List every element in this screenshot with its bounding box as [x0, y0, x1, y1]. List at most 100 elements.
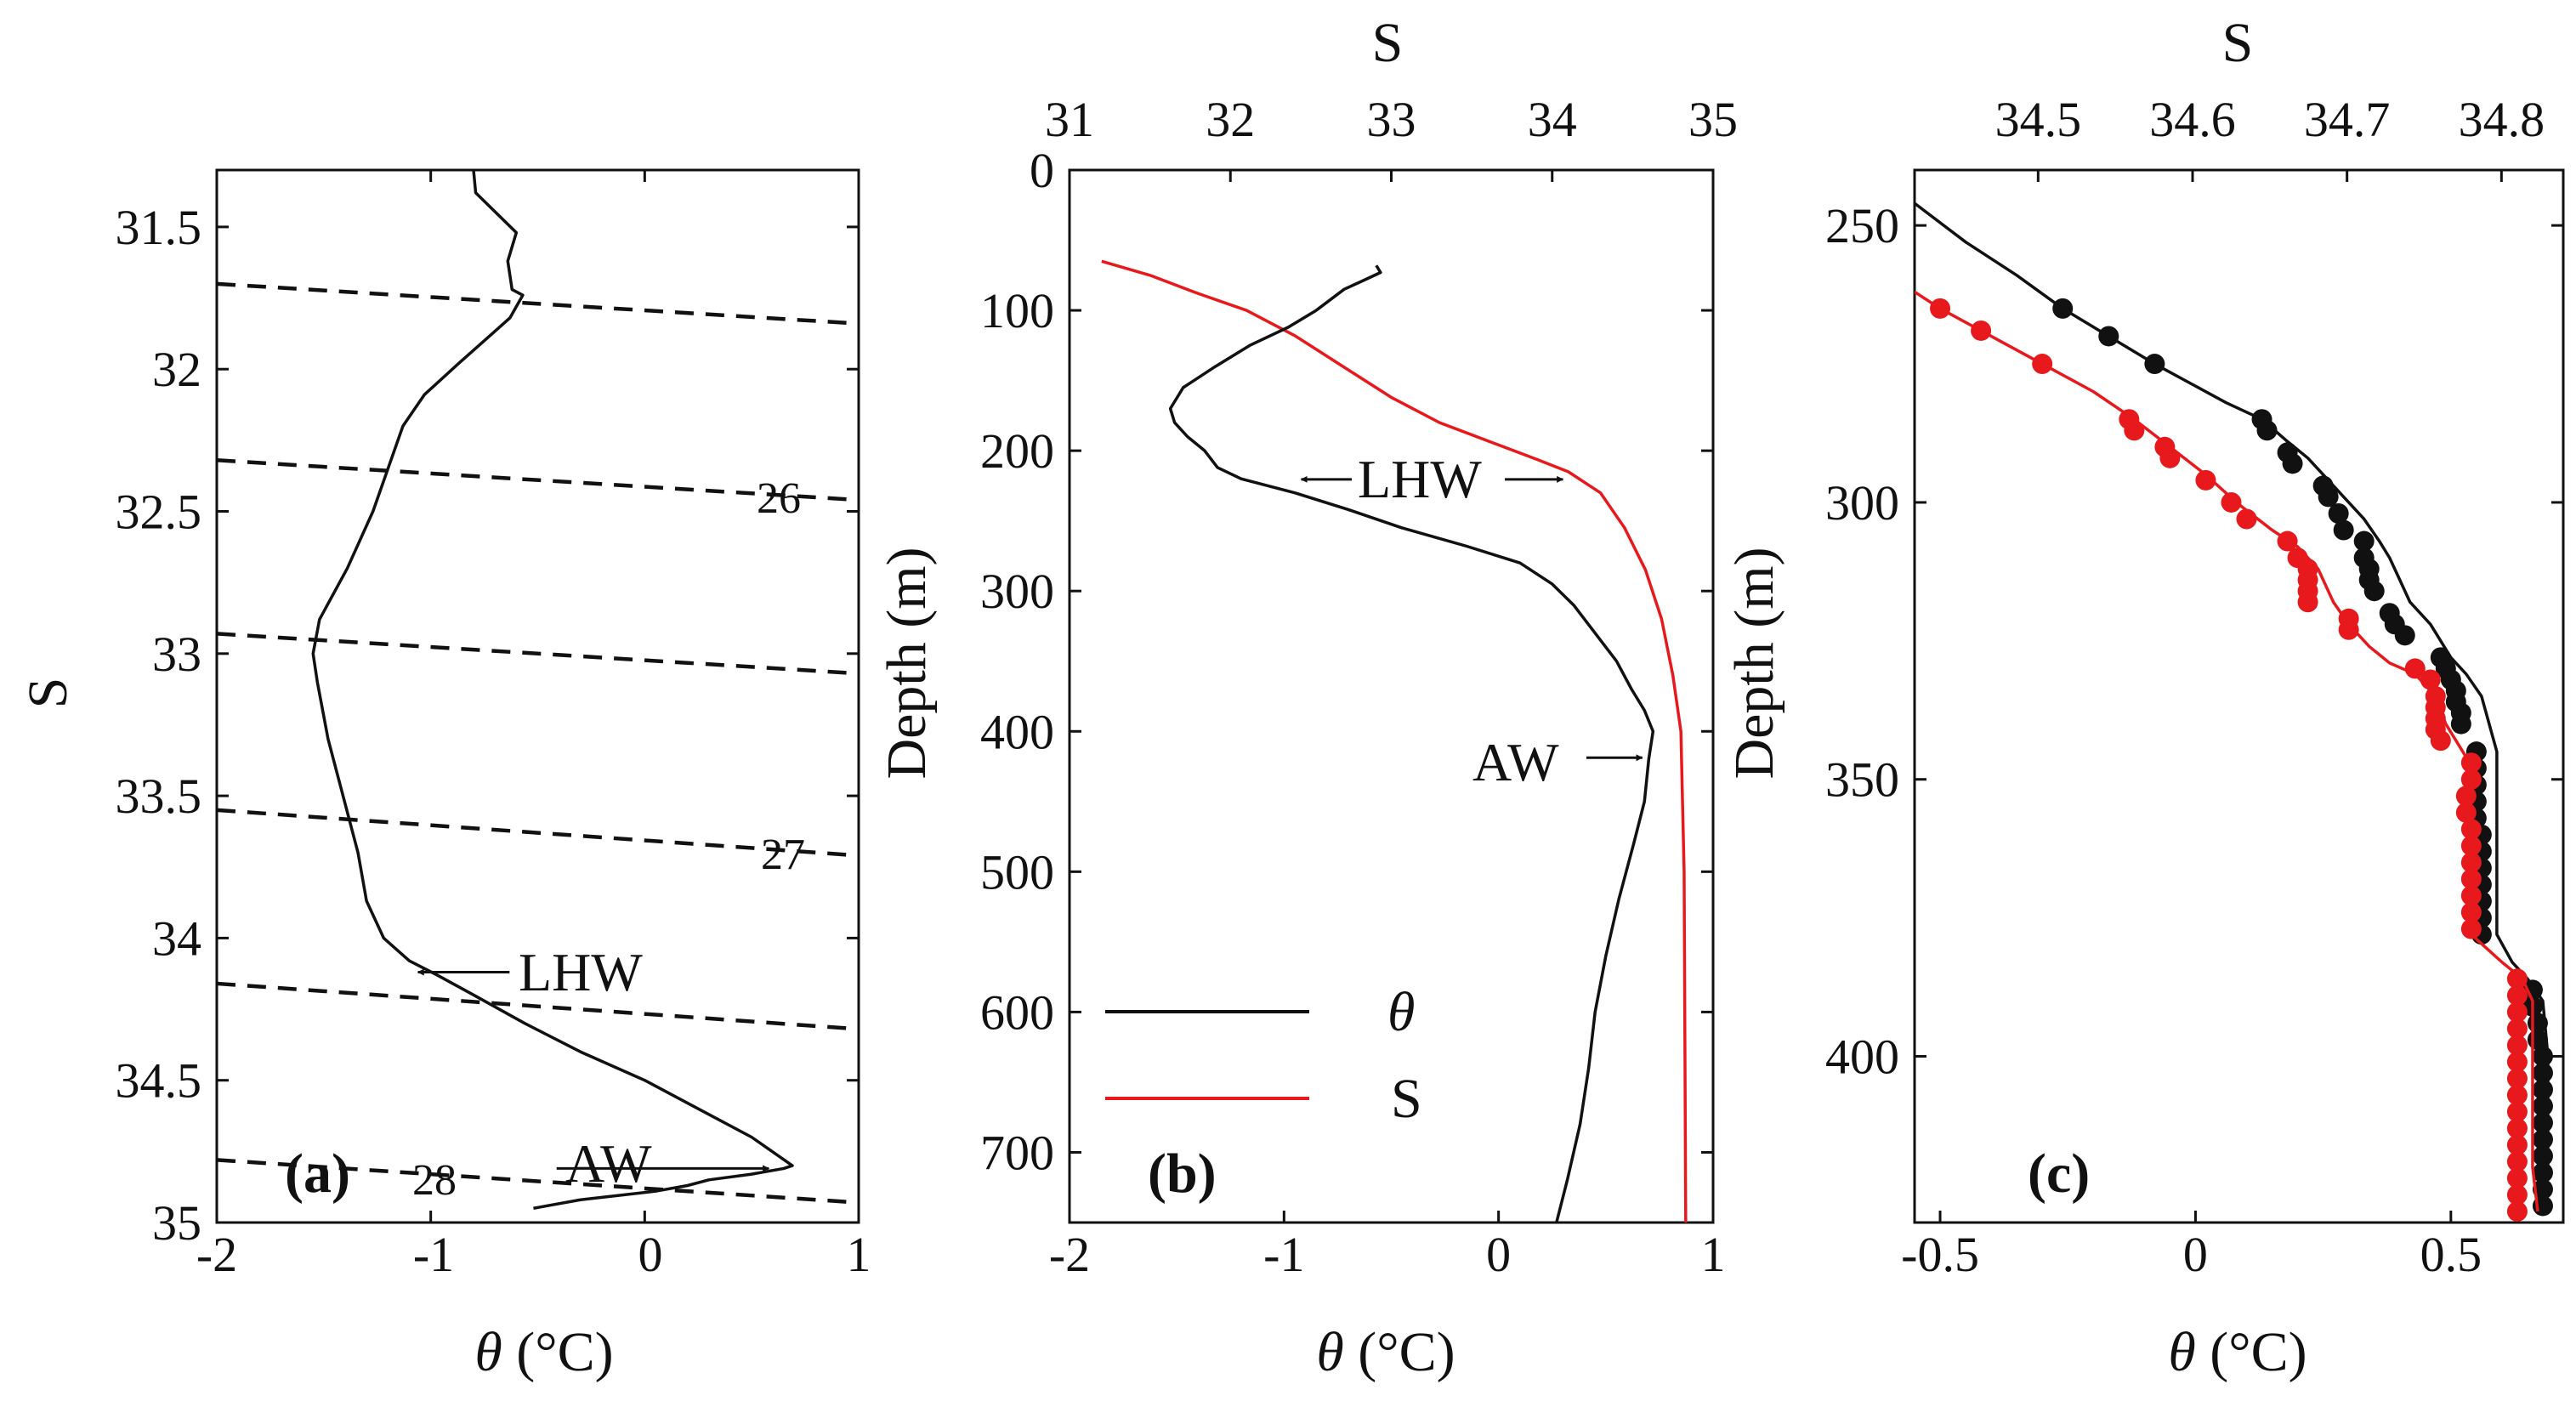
panel-c-salinity-marker — [1930, 298, 1951, 319]
panel-b-y-axis-label: Depth (m) — [876, 547, 938, 779]
panel-c-theta-marker — [2256, 420, 2278, 441]
panel-b-top-tick-label: 33 — [1367, 92, 1416, 147]
panel-c-salinity-marker — [1971, 320, 1992, 341]
panel-b-x-tick-label: 1 — [1701, 1227, 1726, 1282]
panel-b-y-tick-label: 200 — [980, 423, 1054, 479]
panel-b-top-tick-label: 32 — [1206, 92, 1255, 147]
panel-c-top-tick-label: 34.6 — [2149, 92, 2236, 147]
panel-c-salinity-marker — [2460, 752, 2482, 774]
panel-c-salinity-marker — [2506, 1052, 2528, 1073]
panel-c-theta-marker — [2532, 1112, 2553, 1133]
panel-b-x-tick-label: 0 — [1486, 1227, 1511, 1282]
legend: θ S — [1105, 981, 1422, 1130]
panel-c-salinity-marker — [2195, 469, 2216, 491]
isopycnal-label-26: 26 — [757, 474, 801, 523]
panel-a-x-tick-label: -1 — [413, 1227, 454, 1282]
panel-a-theta-s-curve — [311, 169, 794, 1210]
panel-c-salinity-marker — [2506, 1200, 2528, 1222]
panel-c-salinity-marker — [2159, 447, 2181, 468]
panel-c-theta-marker — [2318, 486, 2339, 508]
panel-c-salinity-marker — [2506, 1085, 2528, 1106]
panel-c-salinity-marker — [2420, 669, 2441, 690]
panel-b-top-tick-label: 31 — [1045, 92, 1094, 147]
panel-b-y-tick-label: 100 — [980, 283, 1054, 338]
panel-c-salinity-marker — [2506, 1184, 2528, 1206]
panel-c-theta-marker — [2098, 326, 2119, 347]
panel-a-y-axis-label: S — [17, 678, 79, 709]
panel-c-salinity-marker — [2430, 730, 2451, 752]
panel-c-theta-marker — [2333, 519, 2354, 541]
panel-c-salinity-marker — [2032, 354, 2053, 375]
panel-c-theta-marker — [2353, 530, 2375, 552]
panel-b-y-tick-label: 700 — [980, 1125, 1054, 1180]
panel-c-frame — [1913, 168, 2565, 1224]
panel-c-salinity-marker — [2221, 491, 2242, 513]
panel-c-salinity-marker — [2460, 835, 2482, 856]
panel-c-salinity-marker — [2455, 802, 2477, 823]
panel-a-y-tick-label: 34 — [152, 911, 201, 966]
panel-b-top-axis-label: S — [1372, 12, 1404, 74]
panel-b-salinity-profile — [1101, 259, 1688, 1223]
panel-c-theta-marker — [2144, 354, 2165, 375]
panel-a-x-tick-label: -2 — [196, 1227, 237, 1282]
panel-c-salinity-marker — [2506, 1151, 2528, 1172]
panel-b-top-tick-label: 35 — [1688, 92, 1738, 147]
panel-c-salinity-marker — [2460, 918, 2482, 939]
panel-a-y-tick-label: 33.5 — [116, 769, 202, 824]
panel-c-theta-marker — [2394, 625, 2415, 646]
panel-c-theta-marker — [2532, 1129, 2553, 1150]
isopycnal-line — [216, 1158, 860, 1205]
panel-c-salinity-marker — [2124, 420, 2145, 441]
panel-a-aw-label: AW — [565, 1133, 652, 1194]
panel-a-frame — [215, 168, 860, 1224]
panel-c-theta-marker — [2532, 1145, 2553, 1166]
isopycnal-line — [216, 281, 860, 326]
panel-c-salinity-marker — [2236, 508, 2257, 530]
panel-c-theta-marker — [2282, 453, 2303, 474]
panel-c-theta-marker — [2532, 1178, 2553, 1200]
panel-c-salinity-marker — [2460, 852, 2482, 873]
panel-c-x-tick-label: 0 — [2183, 1227, 2208, 1282]
panel-c-theta-marker — [2532, 1079, 2553, 1100]
panel-a: 31.5 32 32.5 33 33.5 34 34.5 35 -2 -1 0 1 θ (°C… — [17, 168, 871, 1383]
panel-a-y-tick-label: 34.5 — [116, 1053, 202, 1109]
panel-c-salinity-marker — [2460, 869, 2482, 890]
panel-a-x-tick-label: 0 — [638, 1227, 663, 1282]
panel-a-label: (a) — [285, 1143, 350, 1205]
panel-b-y-tick-label: 400 — [980, 704, 1054, 759]
panel-b-y-tick-label: 600 — [980, 984, 1054, 1040]
panel-c-salinity-marker — [2506, 1018, 2528, 1039]
panel-c-salinity-marker — [2460, 769, 2482, 790]
panel-a-y-tick-label: 32 — [152, 342, 201, 397]
panel-c-top-axis-label: S — [2222, 12, 2254, 74]
isopycnal-label-27: 27 — [761, 831, 805, 879]
panel-b-y-tick-label: 500 — [980, 844, 1054, 899]
panel-c-top-tick-label: 34.7 — [2304, 92, 2391, 147]
panel-c-salinity-marker — [2277, 530, 2298, 552]
panel-c-salinity-marker — [2455, 786, 2477, 807]
panel-c-theta-marker — [2532, 1096, 2553, 1117]
panel-b-label: (b) — [1148, 1143, 1217, 1205]
panel-c-theta-marker — [2363, 581, 2385, 602]
panel-b: -2 -1 0 1 31 32 33 34 35 0 100 200 300 400 500 600 700 S… — [876, 12, 1738, 1383]
panel-c-salinity-marker — [2404, 658, 2426, 679]
isopycnal-line — [216, 981, 860, 1031]
panel-a-y-tick-label: 33 — [152, 627, 201, 682]
panel-c-salinity-marker — [2297, 592, 2318, 613]
panel-c-top-tick-label: 34.8 — [2459, 92, 2545, 147]
panel-c-salinity-marker — [2338, 619, 2359, 640]
panel-c-theta-marker — [2328, 502, 2349, 524]
panel-c-salinity-marker — [2506, 1001, 2528, 1023]
legend-s-label: S — [1391, 1068, 1422, 1130]
panel-c-x-tick-label: -0.5 — [1901, 1227, 1979, 1282]
panel-c-y-tick-label: 250 — [1825, 198, 1899, 253]
panel-b-lhw-label: LHW — [1358, 449, 1482, 509]
panel-a-x-axis-label: θ (°C) — [474, 1321, 613, 1383]
panel-a-lhw-label: LHW — [519, 942, 643, 1002]
panel-c-y-tick-label: 300 — [1825, 475, 1899, 530]
panel-c-x-axis-label: θ (°C) — [2168, 1321, 2306, 1383]
isopycnal-label-28: 28 — [412, 1156, 457, 1205]
isopycnal-line — [216, 632, 860, 676]
panel-b-x-axis-label: θ (°C) — [1316, 1321, 1455, 1383]
